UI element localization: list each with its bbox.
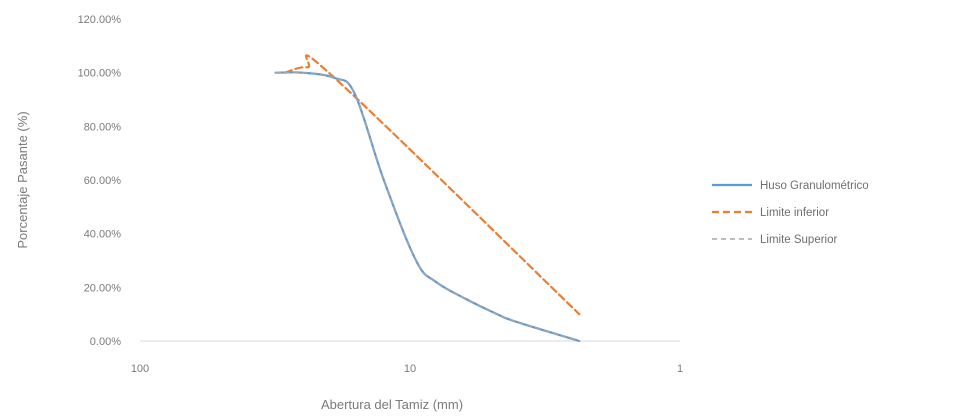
series-line-limite-superior	[274, 71, 580, 342]
y-tick-label: 0.00%	[90, 336, 121, 348]
x-axis-title: Abertura del Tamiz (mm)	[321, 397, 463, 412]
y-axis-title: Porcentaje Pasante (%)	[15, 111, 30, 248]
y-axis-ticks: 0.00% 20.00% 40.00% 60.00% 80.00% 100.00% 120.…	[78, 14, 122, 348]
y-tick-label: 80.00%	[84, 121, 122, 133]
legend-label: Limite Superior	[760, 234, 838, 246]
series-layer	[274, 54, 581, 343]
x-tick-label: 1	[677, 363, 683, 375]
series-line-huso-granulometrico	[274, 71, 581, 343]
series-line-limite-inferior	[284, 54, 581, 316]
x-tick-label: 10	[404, 363, 416, 375]
y-tick-label: 40.00%	[84, 229, 122, 241]
legend: Huso Granulométrico Limite inferior Limite…	[712, 180, 869, 246]
y-tick-label: 120.00%	[78, 14, 122, 26]
y-tick-label: 60.00%	[84, 175, 122, 187]
x-axis-ticks: 100 10 1	[131, 363, 683, 375]
y-tick-label: 20.00%	[84, 282, 122, 294]
legend-label: Huso Granulométrico	[760, 180, 869, 192]
y-tick-label: 100.00%	[78, 68, 122, 80]
legend-label: Limite inferior	[760, 207, 829, 219]
x-tick-label: 100	[131, 363, 149, 375]
